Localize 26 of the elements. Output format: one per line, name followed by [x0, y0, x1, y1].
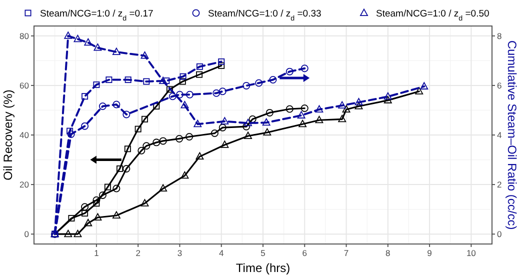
y2-tick-label: 6 [497, 80, 502, 90]
legend-label: Steam/NCG=1:0 / z$_{d}$ =0.33 [208, 8, 322, 22]
x-tick-label: 7 [344, 248, 349, 258]
y-axis-title: Oil Recovery (%) [1, 90, 15, 180]
legend-label: Steam/NCG=1:0 / z$_{d}$ =0.17 [40, 8, 154, 22]
x-tick-label: 4 [218, 248, 224, 258]
x-axis-title: Time (hrs) [236, 261, 290, 275]
x-tick-label: 8 [386, 248, 391, 258]
x-tick-label: 6 [302, 248, 308, 258]
x-tick-label: 1 [94, 248, 100, 258]
y-tick-label: 20 [20, 180, 30, 190]
y-tick-label: 40 [20, 130, 30, 140]
x-tick-label: 10 [466, 248, 476, 258]
legend-label: Steam/NCG=1:0 / z$_{d}$ =0.50 [376, 8, 490, 22]
y-tick-label: 0 [24, 229, 30, 240]
x-tick-label: 5 [260, 248, 266, 258]
x-tick-label: 2 [136, 248, 141, 258]
y2-tick-label: 4 [497, 130, 502, 140]
y2-tick-label: 0 [497, 229, 502, 240]
y2-tick-label: 2 [497, 180, 502, 190]
x-tick-label: 3 [177, 248, 182, 258]
x-tick-label: 9 [427, 248, 432, 258]
y-tick-label: 60 [20, 80, 30, 90]
y2-tick-label: 8 [497, 30, 502, 41]
y-tick-label: 80 [20, 30, 30, 41]
y2-axis-title: Cumulative Steam–Oil Ratio (cc/cc) [505, 40, 519, 230]
